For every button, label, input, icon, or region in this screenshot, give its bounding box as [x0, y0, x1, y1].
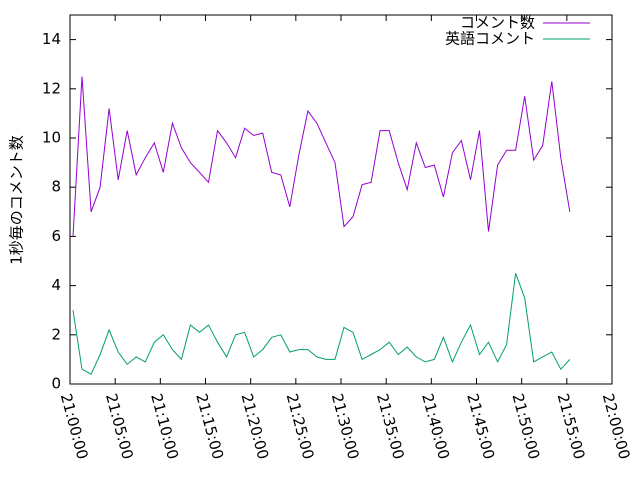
legend-label: 英語コメント: [445, 30, 535, 48]
y-tick-label: 2: [51, 325, 61, 343]
series-line: [72, 273, 571, 375]
y-tick-label: 12: [42, 79, 61, 97]
y-axis-label: 1秒毎のコメント数: [8, 135, 26, 265]
x-tick-label: 21:50:00: [508, 392, 543, 462]
x-tick-label: 21:20:00: [237, 392, 272, 462]
x-tick-label: 22:00:00: [599, 392, 634, 462]
x-tick-label: 21:25:00: [283, 392, 318, 462]
x-tick-label: 21:55:00: [554, 392, 589, 462]
x-tick-label: 21:00:00: [57, 392, 92, 462]
x-tick-label: 21:15:00: [192, 392, 227, 462]
x-tick-label: 21:10:00: [147, 392, 182, 462]
plot-frame: [69, 14, 613, 385]
y-tick-label: 10: [42, 129, 61, 147]
y-tick-label: 0: [51, 375, 61, 393]
y-tick-label: 8: [51, 178, 61, 196]
y-tick-label: 4: [51, 276, 61, 294]
x-tick-label: 21:45:00: [463, 392, 498, 462]
y-tick-label: 6: [51, 227, 61, 245]
x-tick-label: 21:05:00: [102, 392, 137, 462]
y-tick-label: 14: [42, 30, 61, 48]
x-tick-label: 21:40:00: [418, 392, 453, 462]
legend-label: コメント数: [460, 14, 535, 32]
x-tick-label: 21:30:00: [328, 392, 363, 462]
x-tick-label: 21:35:00: [373, 392, 408, 462]
series-line: [72, 76, 571, 237]
